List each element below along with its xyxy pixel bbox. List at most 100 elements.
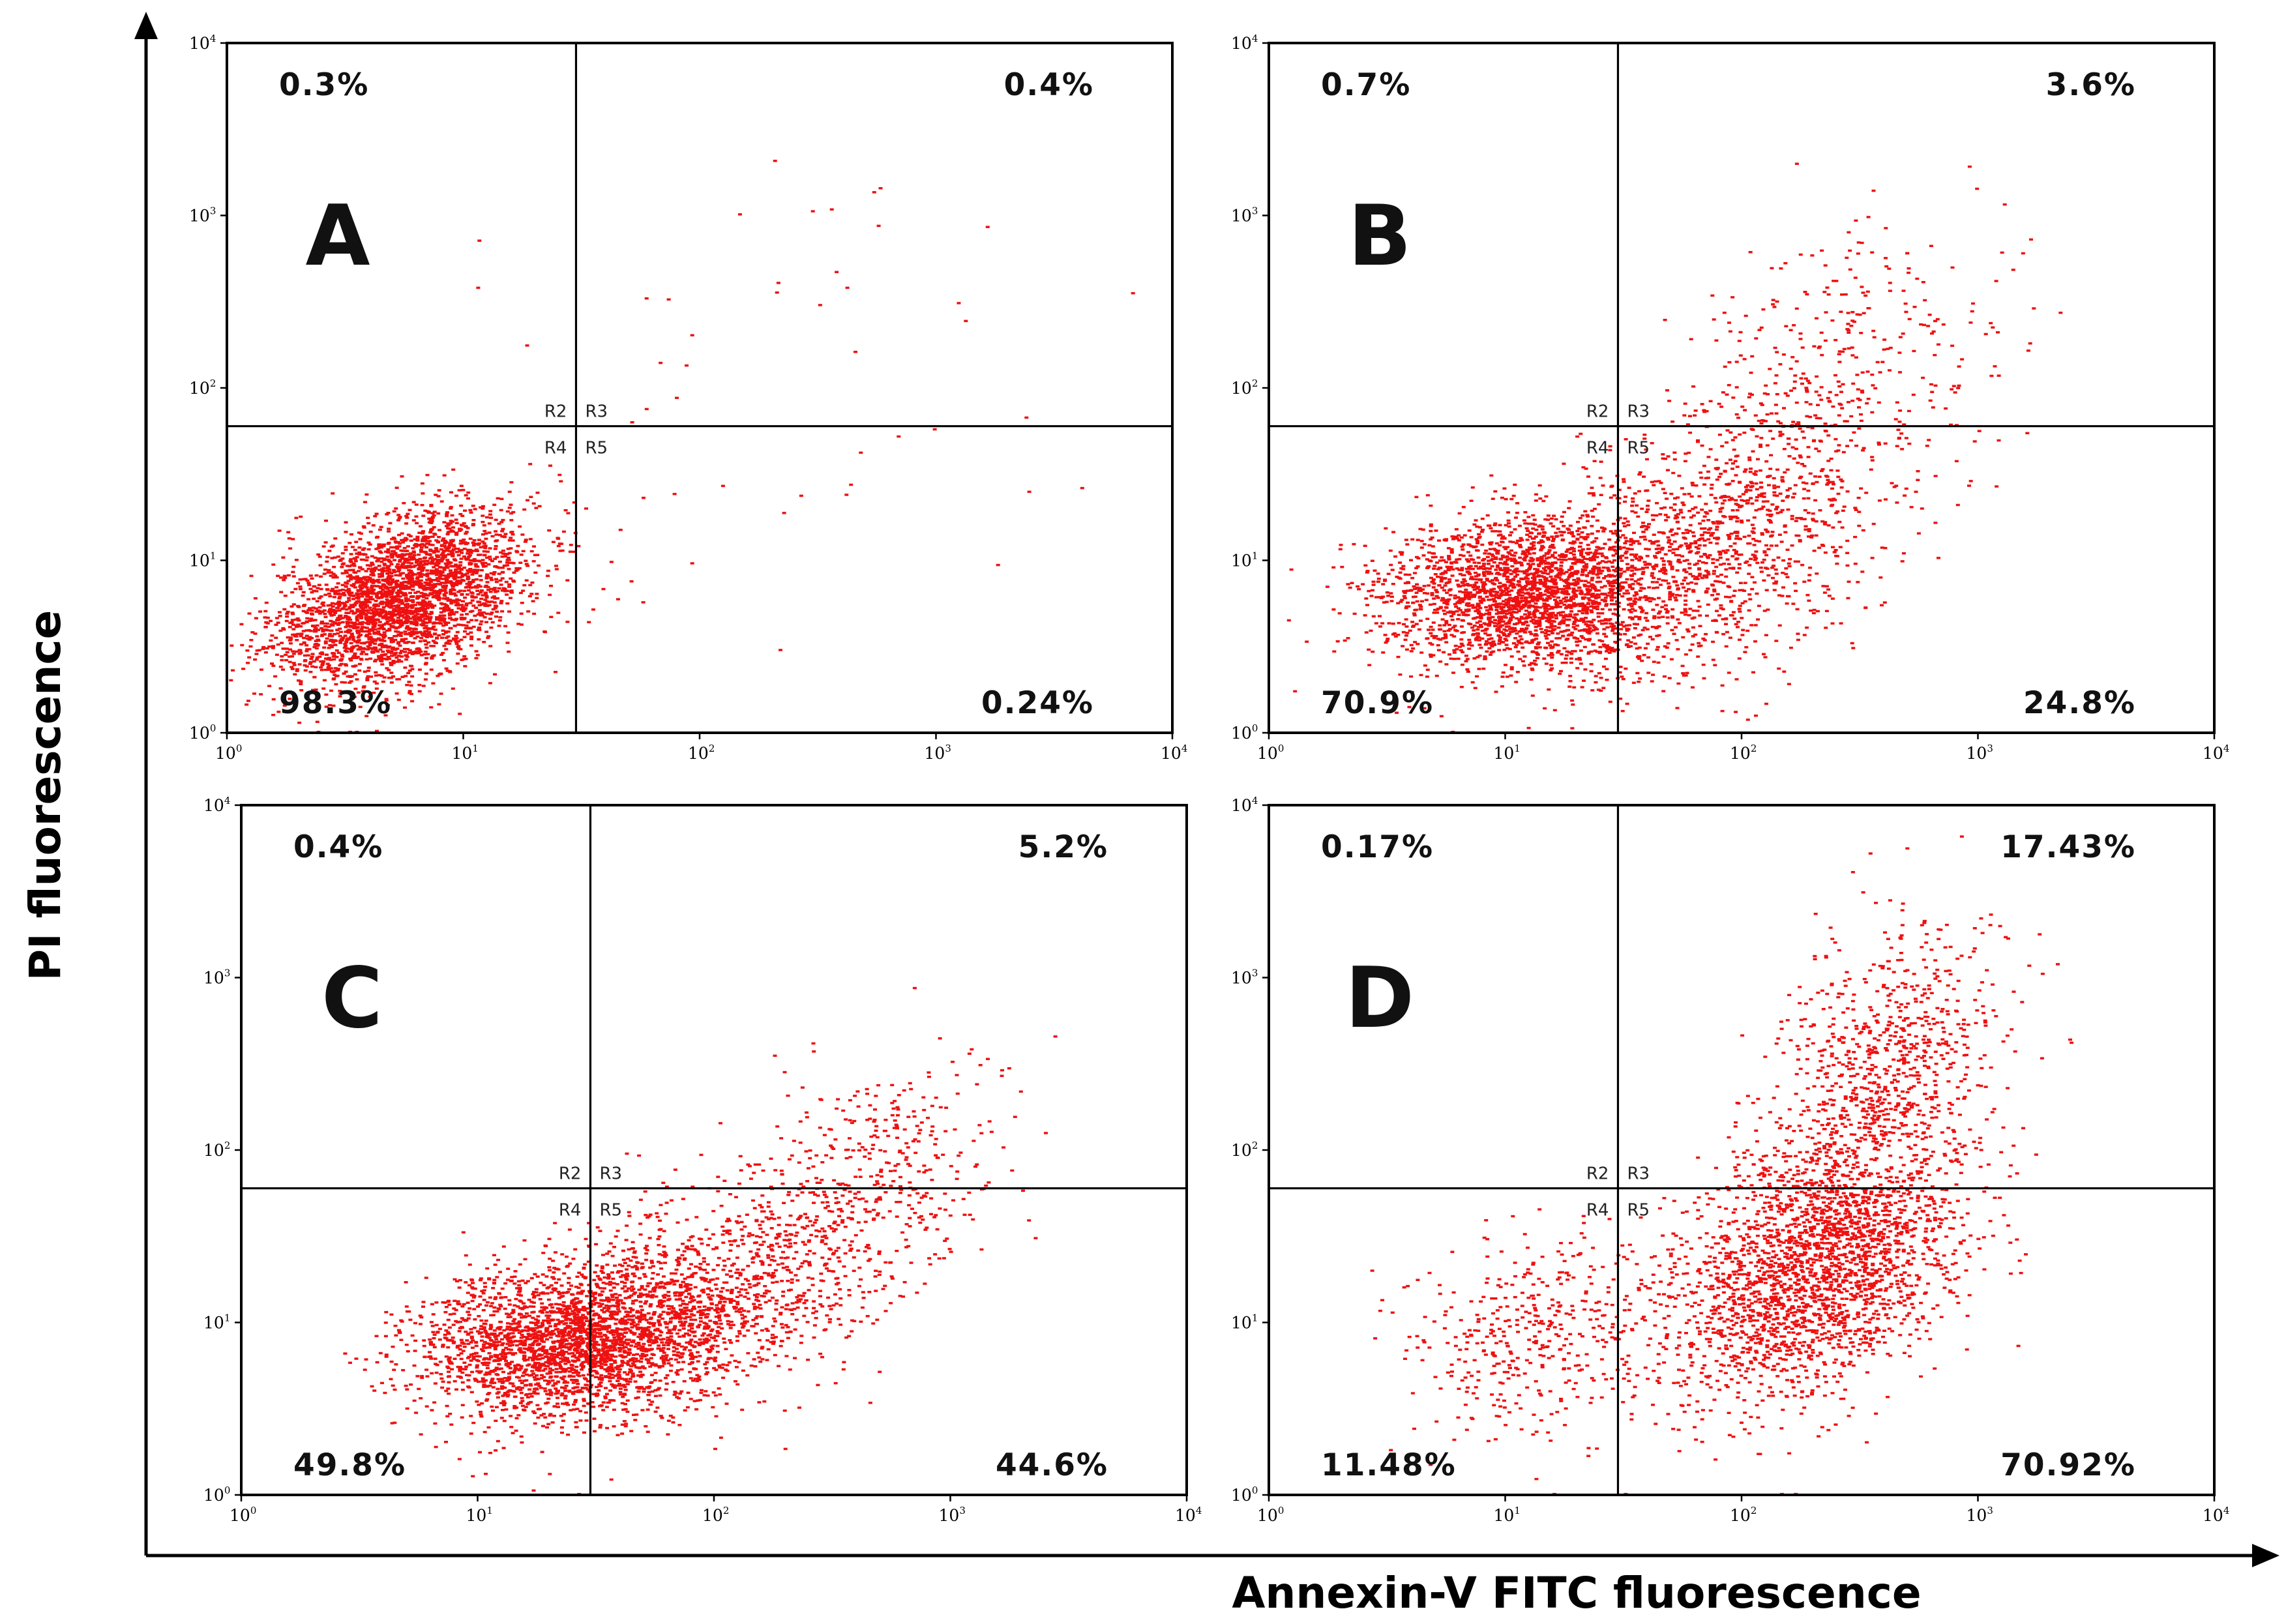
event-dot-b-1563 [1569, 599, 1573, 602]
event-dot-a-2142 [492, 588, 497, 591]
event-dot-a-2892 [391, 619, 395, 621]
event-dot-a-2276 [424, 636, 429, 638]
event-dot-a-1775 [298, 587, 303, 591]
event-dot-b-1212 [1617, 502, 1622, 505]
event-dot-b-1047 [1588, 559, 1593, 562]
event-dot-a-1526 [336, 582, 340, 585]
event-dot-b-1177 [1611, 554, 1616, 557]
event-dot-b-197 [1540, 528, 1545, 531]
event-dot-a-1490 [315, 600, 319, 602]
event-dot-b-334 [1509, 497, 1514, 501]
event-dot-a-2963 [417, 603, 422, 606]
event-dot-a-2074 [459, 638, 464, 642]
event-dot-a-2991 [690, 334, 694, 336]
event-dot-b-483 [1509, 589, 1514, 592]
event-dot-a-2356 [265, 647, 269, 650]
event-dot-a-1995 [417, 631, 422, 634]
event-dot-a-693 [456, 640, 460, 643]
event-dot-b-456 [1432, 567, 1436, 570]
event-dot-b-232 [1532, 613, 1536, 615]
event-dot-a-2192 [421, 634, 425, 637]
event-dot-a-614 [283, 576, 288, 580]
event-dot-b-1840 [1503, 585, 1507, 587]
event-dot-a-2702 [560, 549, 565, 552]
event-dot-a-2229 [449, 609, 454, 612]
event-dot-b-985 [1583, 568, 1588, 572]
event-dot-a-323 [465, 613, 469, 615]
event-dot-b-1155 [1505, 675, 1509, 678]
event-dot-a-2796 [286, 531, 291, 534]
event-dot-b-1456 [1558, 531, 1563, 533]
event-dot-a-1452 [507, 552, 512, 555]
event-dot-a-3028 [844, 494, 849, 496]
event-dot-b-94 [1508, 584, 1513, 587]
event-dot-b-79 [1521, 646, 1525, 649]
event-dot-a-2772 [368, 615, 372, 618]
event-dot-a-1152 [329, 619, 333, 623]
event-dot-b-377 [1477, 610, 1481, 613]
event-dot-b-1250 [1680, 612, 1684, 614]
event-dot-b-1754 [1517, 589, 1521, 592]
event-dot-b-1042 [1532, 583, 1536, 586]
event-dot-b-1454 [1389, 595, 1394, 598]
event-dot-b-633 [1567, 568, 1571, 571]
event-dot-a-776 [344, 664, 348, 667]
event-dot-b-265 [1508, 534, 1512, 537]
event-dot-b-1919 [1507, 579, 1512, 582]
event-dot-a-2614 [368, 576, 372, 580]
event-dot-b-1275 [1593, 587, 1597, 590]
event-dot-a-607 [441, 610, 446, 613]
event-dot-a-1816 [492, 571, 497, 574]
event-dot-b-1874 [1601, 687, 1606, 689]
event-dot-a-1164 [535, 597, 539, 600]
event-dot-a-2406 [413, 591, 418, 594]
event-dot-a-2091 [365, 598, 369, 601]
event-dot-a-2961 [533, 554, 537, 557]
event-dot-a-1582 [305, 579, 310, 582]
event-dot-b-308 [1562, 597, 1566, 600]
event-dot-a-1688 [451, 571, 455, 574]
event-dot-a-2094 [351, 598, 356, 600]
event-dot-a-1064 [451, 687, 455, 690]
event-dot-a-684 [409, 604, 414, 606]
event-dot-a-2285 [330, 557, 334, 559]
event-dot-a-2140 [351, 606, 355, 608]
event-dot-a-2098 [434, 568, 439, 572]
event-dot-a-1649 [486, 589, 491, 591]
event-dot-a-391 [327, 625, 331, 628]
event-dot-a-17 [444, 636, 449, 640]
event-dot-b-474 [1466, 670, 1470, 673]
event-dot-b-103 [1477, 620, 1482, 623]
event-dot-b-1649 [1446, 629, 1451, 632]
event-dot-a-1301 [415, 535, 420, 539]
event-dot-a-1252 [383, 601, 387, 604]
event-dot-b-748 [1464, 608, 1468, 612]
event-dot-b-912 [1470, 604, 1475, 606]
event-dot-a-154 [470, 595, 475, 597]
event-dot-a-306 [277, 529, 282, 532]
event-dot-a-90 [315, 656, 319, 659]
event-dot-a-314 [527, 595, 532, 598]
event-dot-a-2410 [409, 557, 414, 561]
event-dot-a-795 [520, 533, 525, 536]
event-dot-a-853 [437, 634, 441, 637]
event-dot-a-1663 [481, 565, 486, 568]
event-dot-b-1112 [1544, 557, 1549, 560]
event-dot-a-1417 [406, 545, 410, 548]
figure-y-axis-arrow [134, 12, 158, 39]
event-dot-b-584 [1566, 638, 1570, 640]
event-dot-a-2245 [366, 645, 370, 648]
event-dot-a-508 [295, 639, 299, 642]
event-dot-b-75 [1586, 533, 1590, 536]
event-dot-a-1759 [329, 645, 334, 649]
event-dot-a-2609 [426, 627, 430, 630]
event-dot-b-259 [1365, 604, 1369, 606]
event-dot-b-484 [1562, 616, 1566, 619]
event-dot-a-1520 [411, 585, 415, 588]
event-dot-b-1192 [1453, 537, 1458, 540]
event-dot-a-2130 [381, 680, 385, 683]
event-dot-b-517 [1596, 530, 1600, 533]
event-dot-a-1070 [511, 539, 515, 542]
event-dot-b-752 [1607, 582, 1611, 585]
event-dot-a-2880 [327, 568, 331, 572]
